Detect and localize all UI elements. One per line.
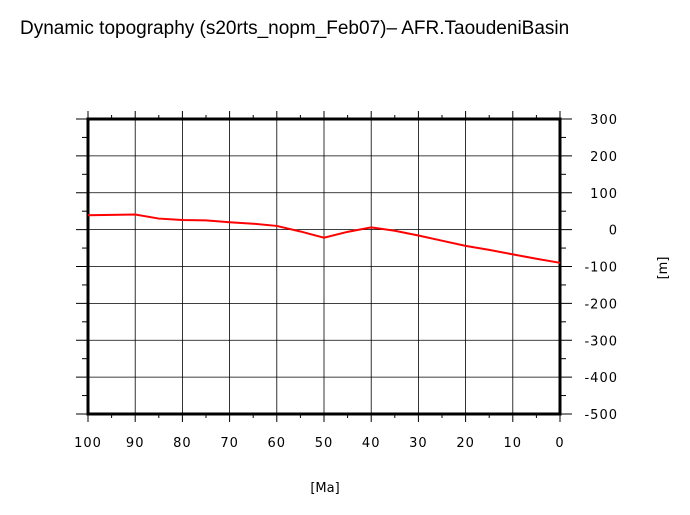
x-axis-label: [Ma] [310,481,339,496]
y-tick-label: 100 [590,187,618,202]
y-tick-label: -100 [584,261,618,276]
y-tick-label: -500 [584,408,618,423]
y-tick-label: 300 [590,113,618,128]
x-tick-label: 10 [504,436,523,451]
x-tick-label: 100 [74,436,102,451]
x-tick-label: 0 [555,436,564,451]
x-tick-label: 60 [268,436,287,451]
x-tick-label: 20 [456,436,475,451]
x-tick-label: 30 [409,436,428,451]
y-tick-label: -400 [584,371,618,386]
x-tick-label: 90 [126,436,145,451]
chart-title: Dynamic topography (s20rts_nopm_Feb07)– … [20,18,570,39]
x-tick-label: 70 [220,436,239,451]
plot-frame [86,117,562,416]
x-tick-label: 40 [362,436,381,451]
x-tick-label: 50 [315,436,334,451]
y-axis-label: [m] [656,257,671,280]
y-tick-label: 200 [590,150,618,165]
y-tick-label: 0 [609,224,618,239]
y-tick-label: -200 [584,297,618,312]
x-tick-label: 80 [173,436,192,451]
y-tick-label: -300 [584,334,618,349]
